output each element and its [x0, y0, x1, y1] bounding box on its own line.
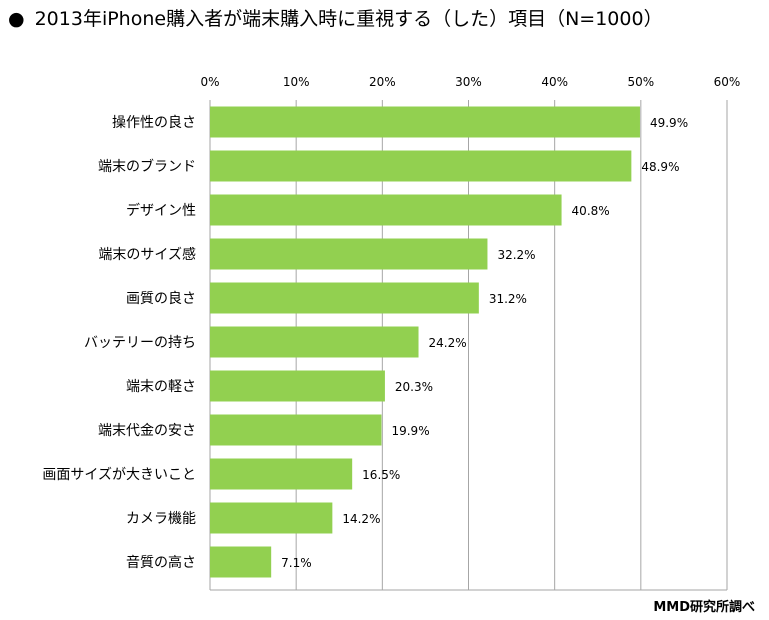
bar [210, 458, 353, 490]
chart-title: ● 2013年iPhone購入者が端末購入時に重視する（した）項目（N=1000） [8, 6, 663, 32]
value-label: 19.9% [391, 424, 429, 438]
title-bullet: ● [8, 8, 25, 30]
category-label: カメラ機能 [126, 511, 196, 527]
category-label: バッテリーの持ち [84, 335, 196, 351]
bars [210, 106, 640, 578]
value-label: 49.9% [650, 116, 688, 130]
value-labels: 49.9% 48.9% 40.8% 32.2% 31.2% 24.2% 20.3% 19.9%… [281, 116, 688, 570]
category-label: 端末代金の安さ [98, 423, 196, 439]
value-label: 32.2% [497, 248, 535, 262]
bar [210, 326, 419, 358]
category-labels: 操作性の良さ端末のブランドデザイン性端末のサイズ感画質の良さバッテリーの持ち端末… [42, 115, 196, 571]
category-label: 端末のサイズ感 [98, 246, 196, 263]
category-label: デザイン性 [126, 202, 196, 219]
value-label: 40.8% [572, 204, 610, 218]
category-label: 音質の高さ [126, 554, 196, 571]
value-label: 20.3% [395, 380, 433, 394]
category-label: 端末の軽さ [126, 379, 196, 395]
value-label: 16.5% [362, 468, 400, 482]
bar [210, 502, 333, 534]
x-tick-label: 60% [714, 75, 741, 89]
bar [210, 282, 479, 314]
x-tick-label: 0% [200, 75, 219, 89]
bar [210, 414, 382, 446]
x-tick-label: 30% [455, 75, 482, 89]
bar [210, 370, 385, 402]
source-note: MMD研究所調べ [653, 600, 755, 615]
bar [210, 106, 640, 138]
x-tick-label: 50% [627, 75, 654, 89]
category-label: 端末のブランド [98, 158, 196, 175]
value-label: 31.2% [489, 292, 527, 306]
title-text: 2013年iPhone購入者が端末購入時に重視する（した）項目（N=1000） [34, 8, 663, 30]
bar [210, 546, 272, 578]
x-tick-label: 40% [541, 75, 568, 89]
x-tick-label: 20% [369, 75, 396, 89]
value-label: 48.9% [641, 160, 679, 174]
x-axis-ticks: 0% 10% 20% 30% 40% 50% 60% [200, 75, 740, 89]
value-label: 14.2% [342, 512, 380, 526]
value-label: 7.1% [281, 556, 312, 570]
bar [210, 238, 488, 270]
category-label: 画質の良さ [126, 291, 196, 307]
category-label: 操作性の良さ [112, 115, 196, 131]
bar [210, 150, 632, 182]
bar [210, 194, 562, 226]
category-label: 画面サイズが大きいこと [42, 467, 196, 483]
x-tick-label: 10% [283, 75, 310, 89]
value-label: 24.2% [429, 336, 467, 350]
